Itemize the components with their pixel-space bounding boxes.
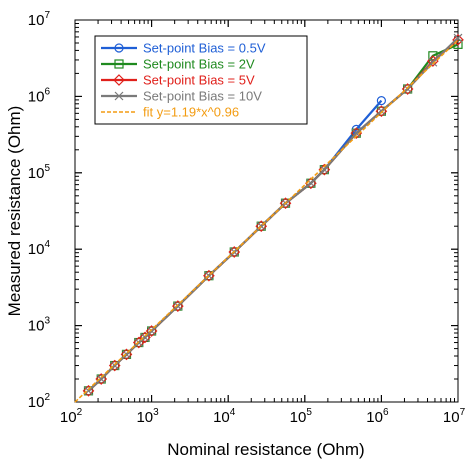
tick-exponent: 7 — [460, 407, 466, 418]
data-point — [452, 33, 464, 46]
legend-entry: Set-point Bias = 0.5V — [101, 41, 266, 56]
data-point — [319, 165, 329, 175]
x-tick-label: 102 — [60, 407, 83, 426]
legend-entry: fit y=1.19*x^0.96 — [101, 105, 239, 120]
y-tick-label: 107 — [28, 10, 51, 29]
data-point — [204, 271, 214, 281]
tick-exponent: 3 — [44, 316, 50, 327]
series-5 — [74, 39, 459, 403]
tick-exponent: 5 — [44, 163, 50, 174]
tick-exponent: 4 — [230, 407, 236, 418]
legend-label: Set-point Bias = 10V — [143, 89, 262, 104]
y-tick-label: 106 — [28, 86, 51, 105]
legend-label: Set-point Bias = 5V — [143, 73, 255, 88]
y-tick-label: 105 — [28, 163, 51, 182]
data-point — [428, 57, 438, 67]
tick-exponent: 2 — [77, 407, 83, 418]
data-point — [376, 106, 386, 116]
data-point — [140, 332, 150, 343]
legend-swatch-marker — [114, 91, 124, 101]
data-point — [96, 374, 106, 384]
data-point — [134, 337, 144, 348]
y-axis-title: Measured resistance (Ohm) — [5, 106, 24, 317]
data-point — [139, 331, 151, 344]
x-tick-label: 106 — [366, 407, 389, 426]
data-point — [110, 360, 120, 371]
data-point — [147, 326, 157, 336]
x-tick-label: 105 — [290, 407, 313, 426]
axis-ticks — [74, 19, 459, 403]
data-point — [255, 220, 268, 233]
data-point — [83, 386, 94, 396]
data-point — [280, 198, 291, 208]
x-axis-title: Nominal resistance (Ohm) — [167, 440, 364, 459]
y-tick-label: 103 — [28, 316, 51, 335]
data-point — [108, 359, 121, 372]
data-point — [84, 386, 93, 396]
tick-exponent: 6 — [44, 86, 50, 97]
series-layer — [74, 33, 464, 403]
data-point — [95, 373, 108, 385]
y-tick-label: 102 — [28, 392, 51, 411]
data-point — [453, 33, 463, 43]
legend-label: Set-point Bias = 2V — [143, 57, 255, 72]
data-point — [229, 247, 239, 257]
legend-label: Set-point Bias = 0.5V — [143, 41, 266, 56]
legend-entry: Set-point Bias = 5V — [101, 73, 255, 88]
legend-swatch-marker — [114, 43, 124, 53]
data-point — [171, 300, 184, 312]
legend-swatch-marker — [113, 74, 125, 86]
tick-exponent: 7 — [44, 10, 50, 21]
x-tick-label: 103 — [136, 407, 159, 426]
legend-label: fit y=1.19*x^0.96 — [143, 105, 239, 120]
data-point — [318, 163, 331, 176]
data-point — [401, 83, 414, 95]
x-tick-label: 104 — [213, 407, 236, 426]
legend-entry: Set-point Bias = 10V — [101, 89, 262, 104]
data-point — [376, 96, 386, 106]
data-point — [173, 301, 183, 311]
data-point — [403, 84, 413, 94]
tick-exponent: 5 — [306, 407, 312, 418]
legend-swatch-marker — [114, 59, 124, 69]
data-point — [96, 374, 106, 384]
tick-exponent: 2 — [44, 392, 50, 403]
y-tick-label: 104 — [28, 239, 51, 258]
tick-exponent: 4 — [44, 239, 50, 250]
legend-entry: Set-point Bias = 2V — [101, 57, 255, 72]
x-tick-label: 107 — [443, 407, 466, 426]
data-point — [403, 84, 413, 94]
data-point — [147, 326, 157, 336]
data-point — [256, 221, 266, 231]
tick-exponent: 6 — [383, 407, 389, 418]
tick-exponent: 3 — [153, 407, 159, 418]
data-point — [306, 178, 316, 188]
series-line — [74, 39, 459, 403]
data-point — [121, 349, 132, 359]
data-point — [376, 106, 386, 116]
data-point — [351, 128, 361, 138]
